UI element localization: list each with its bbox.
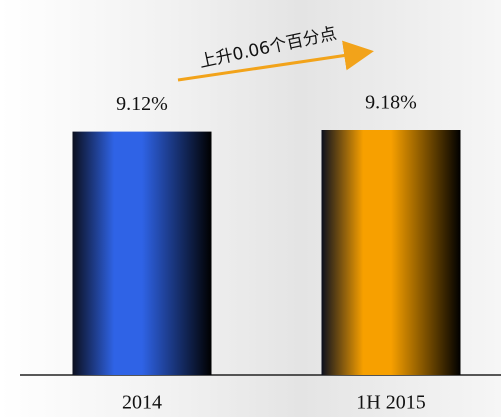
arrow (177, 40, 374, 82)
x-tick-label: 1H 2015 (356, 392, 425, 414)
x-tick-label: 2014 (122, 392, 162, 414)
value-label: 9.12% (116, 93, 168, 115)
bar (321, 130, 461, 375)
bar (72, 131, 212, 375)
value-label: 9.18% (365, 92, 417, 114)
